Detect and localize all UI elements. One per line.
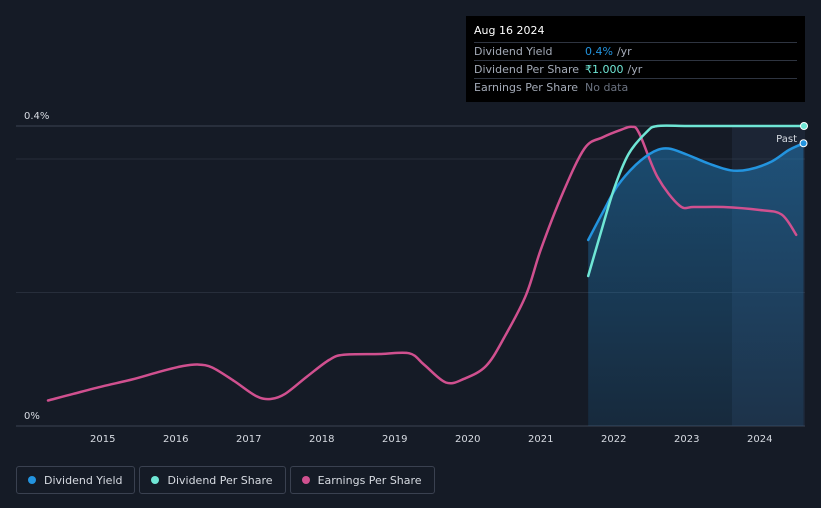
tooltip-label: Dividend Per Share: [474, 63, 580, 76]
legend-dot-icon: [151, 476, 160, 484]
tooltip-label: Dividend Yield: [474, 45, 553, 58]
legend: Dividend Yield Dividend Per Share Earnin…: [16, 466, 439, 494]
legend-label: Dividend Yield: [44, 473, 123, 487]
tooltip-value: No data: [585, 81, 629, 94]
past-label: Past: [776, 134, 797, 145]
legend-dot-icon: [301, 476, 310, 484]
tooltip-date: Aug 16 2024: [474, 24, 545, 37]
dividend-per-share-end-marker: [800, 122, 808, 130]
x-tick-label-2020: 2020: [455, 434, 480, 445]
x-tick-label-2024: 2024: [747, 434, 772, 445]
earnings-per-share-line: [46, 125, 798, 402]
x-tick-label-2022: 2022: [601, 434, 626, 445]
legend-item-earnings-per-share[interactable]: Earnings Per Share: [289, 466, 435, 494]
legend-dot-icon: [28, 476, 36, 484]
tooltip-unit: /yr: [627, 63, 643, 76]
x-tick-label-2015: 2015: [90, 434, 115, 445]
tooltip-value: ₹1.000: [585, 63, 624, 76]
legend-label: Earnings Per Share: [317, 473, 422, 487]
area-layer: [588, 143, 804, 427]
x-tick-label-2021: 2021: [528, 434, 553, 445]
dividend-per-share-line: [586, 124, 807, 278]
x-tick-label-2017: 2017: [236, 434, 261, 445]
dividend-yield-end-marker: [799, 139, 808, 148]
y-tick-label-0: 0%: [24, 411, 40, 422]
tooltip: Aug 16 2024 Dividend Yield 0.4% /yr Divi…: [466, 16, 805, 102]
y-axis: 0% 0.4%: [24, 111, 49, 422]
legend-label: Dividend Per Share: [167, 473, 273, 487]
tooltip-row-dividend-per-share: Dividend Per Share ₹1.000 /yr: [474, 60, 797, 78]
x-tick-label-2019: 2019: [382, 434, 407, 445]
legend-item-dividend-per-share[interactable]: Dividend Per Share: [139, 466, 286, 494]
legend-item-dividend-yield[interactable]: Dividend Yield: [16, 466, 136, 494]
x-tick-label-2023: 2023: [674, 434, 699, 445]
tooltip-value: 0.4%: [585, 45, 613, 58]
series-layer: [46, 122, 808, 402]
x-axis: 2015 2016 2017 2018 2019 2020 2021 2022 2023 2024: [90, 434, 772, 445]
x-tick-label-2018: 2018: [309, 434, 334, 445]
y-tick-label-1: 0.4%: [24, 111, 49, 122]
tooltip-row-earnings-per-share: Earnings Per Share No data: [474, 78, 797, 96]
dividend-yield-line: [586, 142, 805, 242]
x-tick-label-2016: 2016: [163, 434, 188, 445]
tooltip-label: Earnings Per Share: [474, 81, 579, 94]
tooltip-row-dividend-yield: Dividend Yield 0.4% /yr: [474, 42, 797, 60]
dividend-yield-area: [588, 143, 804, 427]
tooltip-unit: /yr: [616, 45, 632, 58]
